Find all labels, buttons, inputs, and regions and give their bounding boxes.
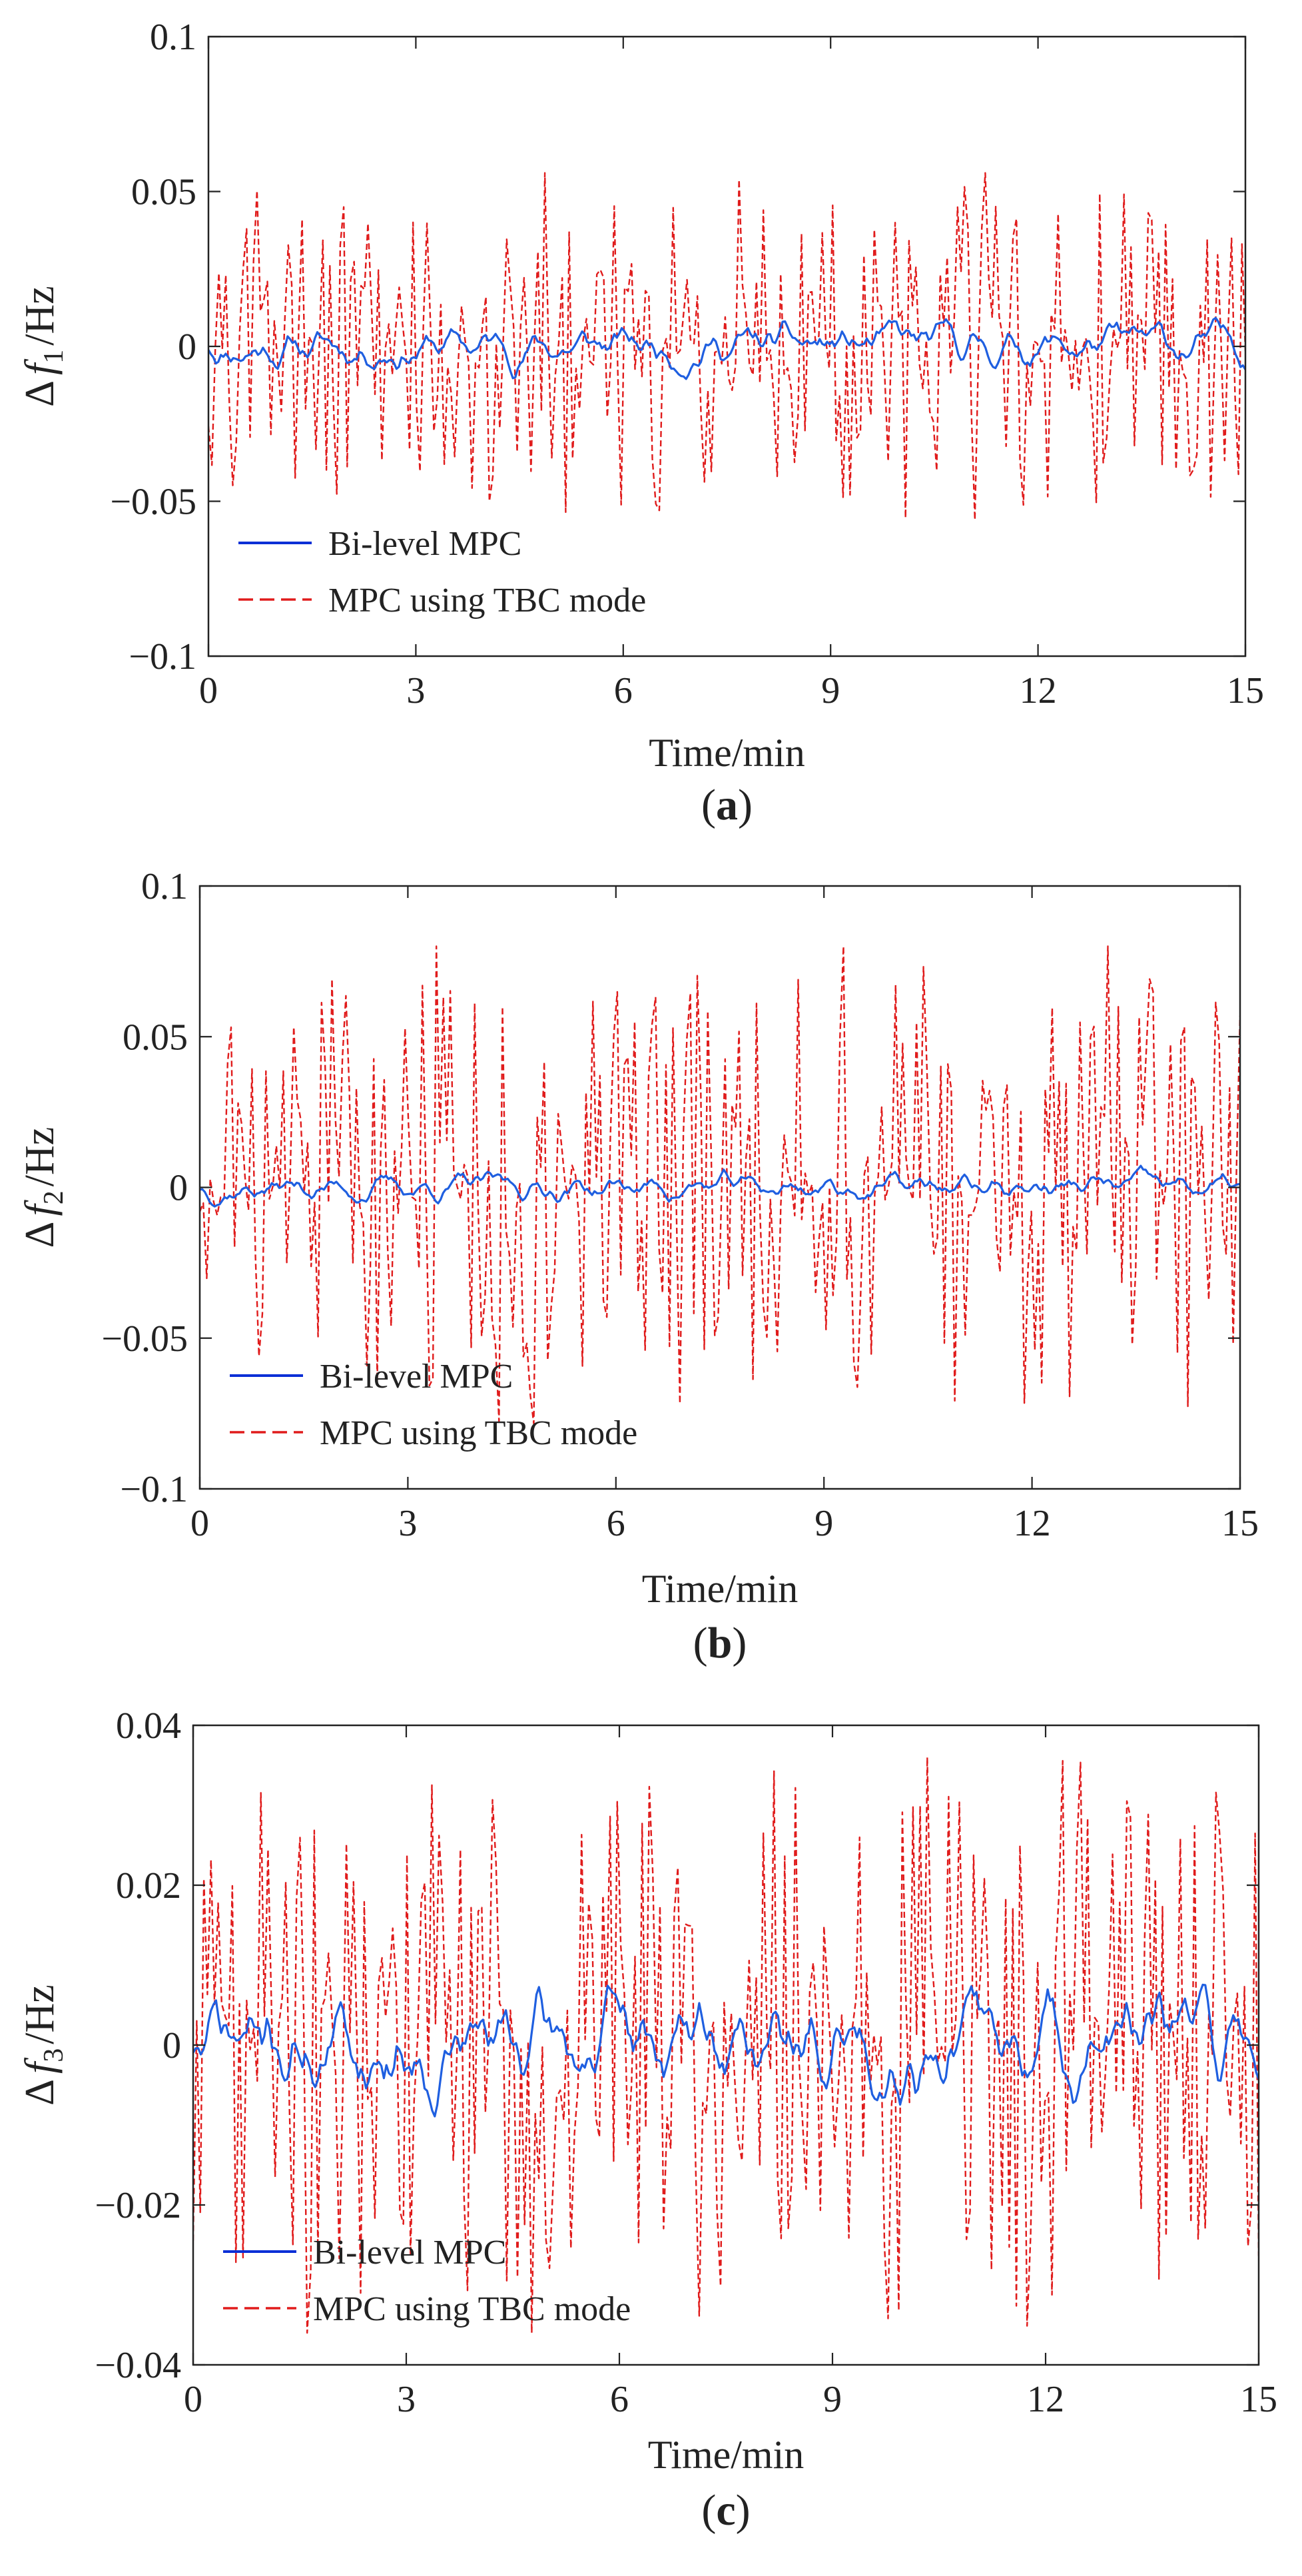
x-tick-label: 0 xyxy=(199,670,218,711)
y-axis-label-delta: Δ xyxy=(17,2079,63,2106)
y-axis-label-subscript: 2 xyxy=(39,1190,69,1204)
series-line-tbc-b xyxy=(200,945,1240,1425)
x-tick-label: 15 xyxy=(1227,670,1264,711)
y-axis-label-unit: /Hz xyxy=(17,286,63,346)
y-tick-label: 0 xyxy=(178,326,196,368)
y-tick-label: −0.05 xyxy=(101,1318,188,1360)
legend-label-tbc: MPC using TBC mode xyxy=(320,1414,637,1452)
y-tick-label: 0.05 xyxy=(131,172,196,213)
y-tick-label: 0.1 xyxy=(150,17,196,58)
series-line-tbc-a xyxy=(208,172,1245,521)
x-tick-label: 12 xyxy=(1027,2379,1064,2420)
legend-label-tbc: MPC using TBC mode xyxy=(313,2290,631,2328)
legend-label-bilevel: Bi-level MPC xyxy=(320,1358,513,1396)
panel-letter: a xyxy=(716,781,738,829)
chart-panel-a: 0 3 6 9 12 15 −0.1 −0.05 0 0.05 0.1 Time/min Δf1/Hz B… xyxy=(17,17,1264,829)
x-tick-label: 15 xyxy=(1240,2379,1277,2420)
series-line-bilevel-a xyxy=(208,316,1245,380)
legend-label-bilevel: Bi-level MPC xyxy=(328,525,521,563)
x-tick-label: 15 xyxy=(1221,1503,1259,1544)
panel-label: (c) xyxy=(701,2486,750,2535)
x-tick-label: 6 xyxy=(607,1503,625,1544)
panel-label: (a) xyxy=(701,781,753,829)
y-axis-label-unit: /Hz xyxy=(17,1127,63,1187)
x-tick-label: 3 xyxy=(406,670,425,711)
series-line-bilevel-b xyxy=(200,1164,1240,1208)
y-tick-label: 0 xyxy=(169,1168,188,1209)
y-tick-label: 0.04 xyxy=(116,1705,181,1747)
y-tick-label: 0.1 xyxy=(141,866,188,907)
y-axis-label: Δf2/Hz xyxy=(17,1127,69,1248)
legend: Bi-level MPC MPC using TBC mode xyxy=(223,2234,631,2328)
y-axis-label-delta: Δ xyxy=(17,380,63,407)
y-tick-label: −0.04 xyxy=(95,2345,181,2386)
x-tick-label: 6 xyxy=(610,2379,629,2420)
x-tick-label: 9 xyxy=(814,1503,833,1544)
x-tick-label: 12 xyxy=(1020,670,1057,711)
legend: Bi-level MPC MPC using TBC mode xyxy=(230,1358,637,1452)
axes-box-b xyxy=(198,885,1241,1490)
panel-label: (b) xyxy=(693,1619,747,1667)
legend-label-tbc: MPC using TBC mode xyxy=(328,582,646,620)
x-tick-label: 3 xyxy=(397,2379,416,2420)
x-tick-label: 0 xyxy=(184,2379,202,2420)
panel-letter: b xyxy=(708,1619,733,1667)
y-tick-label: 0.02 xyxy=(116,1865,181,1907)
y-tick-label: 0.05 xyxy=(123,1017,188,1058)
x-tick-label: 12 xyxy=(1014,1503,1051,1544)
x-axis-label: Time/min xyxy=(649,731,805,775)
y-tick-label: −0.1 xyxy=(129,636,196,677)
legend-label-bilevel: Bi-level MPC xyxy=(313,2234,506,2272)
y-tick-label: −0.1 xyxy=(120,1469,188,1510)
y-axis-label-delta: Δ xyxy=(17,1221,63,1248)
x-tick-label: 9 xyxy=(823,2379,842,2420)
y-tick-label: −0.02 xyxy=(95,2185,181,2226)
chart-panel-c: 0 3 6 9 12 15 −0.04 −0.02 0 0.02 0.04 Time/min Δf3/H… xyxy=(17,1705,1277,2535)
x-tick-label: 3 xyxy=(398,1503,417,1544)
series-line-tbc-c xyxy=(193,1756,1259,2334)
legend: Bi-level MPC MPC using TBC mode xyxy=(238,525,646,620)
x-tick-label: 9 xyxy=(821,670,840,711)
y-axis-label-unit: /Hz xyxy=(17,1984,63,2044)
y-tick-label: 0 xyxy=(163,2025,181,2066)
panel-letter: c xyxy=(716,2486,735,2535)
x-axis-label: Time/min xyxy=(648,2433,805,2477)
x-axis-label: Time/min xyxy=(642,1567,799,1611)
y-axis-label-subscript: 3 xyxy=(39,2048,69,2062)
x-tick-label: 0 xyxy=(190,1503,209,1544)
x-tick-label: 6 xyxy=(614,670,633,711)
y-axis-label: Δf3/Hz xyxy=(17,1984,69,2106)
y-tick-label: −0.05 xyxy=(110,482,196,523)
series-line-bilevel-c xyxy=(193,1983,1259,2118)
y-axis-label: Δf1/Hz xyxy=(17,286,69,407)
y-axis-label-subscript: 1 xyxy=(39,350,69,364)
chart-panel-b: 0 3 6 9 12 15 −0.1 −0.05 0 0.05 0.1 Time/min Δf2/Hz B… xyxy=(17,866,1259,1667)
